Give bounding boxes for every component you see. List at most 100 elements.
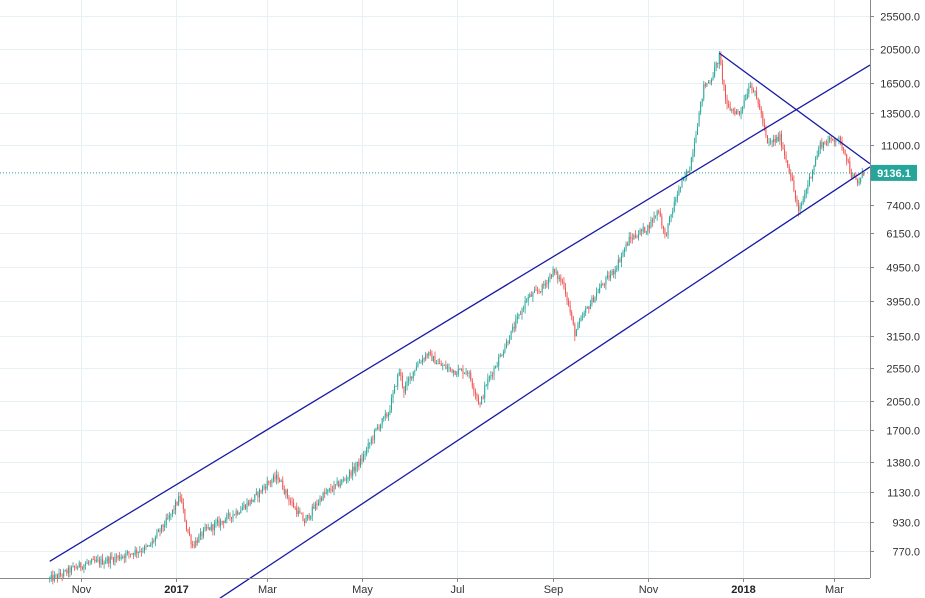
candle-body xyxy=(490,374,492,377)
candle-body xyxy=(776,136,778,142)
candle-body xyxy=(409,376,411,380)
candle-body xyxy=(777,136,779,141)
candle-body xyxy=(322,492,324,501)
candle-body xyxy=(810,176,812,178)
candle-body xyxy=(627,243,629,246)
candle-body xyxy=(785,155,787,161)
candle-body xyxy=(574,324,576,337)
candle-body xyxy=(597,292,599,294)
candle-body xyxy=(440,363,442,366)
candle-body xyxy=(111,556,113,559)
candle-body xyxy=(745,98,747,101)
candle-body xyxy=(370,438,372,443)
y-tick-label: 3150.0 xyxy=(886,332,920,344)
candle-body xyxy=(338,481,340,487)
trendline-descending-resistance xyxy=(718,52,871,165)
candle-body xyxy=(754,91,756,93)
candle-body xyxy=(712,76,714,81)
candle-body xyxy=(60,572,62,576)
candle-body xyxy=(454,370,456,375)
candle-body xyxy=(582,317,584,318)
candle-body xyxy=(751,85,753,90)
candle-body xyxy=(568,300,570,306)
candle-body xyxy=(403,386,405,393)
candle-body xyxy=(709,81,711,83)
candle-body xyxy=(770,141,772,143)
candle-body xyxy=(603,284,605,286)
candle-body xyxy=(304,520,305,524)
candle-body xyxy=(328,488,330,490)
candle-body xyxy=(422,358,424,363)
candle-body xyxy=(512,326,514,331)
candle-body xyxy=(265,486,267,489)
trendlines xyxy=(49,52,871,598)
candle-body xyxy=(793,180,795,191)
candle-body xyxy=(50,574,52,579)
candle-body xyxy=(759,103,761,110)
candle-body xyxy=(319,497,321,503)
candle-body xyxy=(585,308,587,313)
candle-body xyxy=(481,397,483,404)
candle-body xyxy=(813,165,815,171)
candle-body xyxy=(153,540,155,542)
candle-body xyxy=(61,575,63,577)
candle-body xyxy=(263,486,265,488)
candle-body xyxy=(220,520,222,526)
candle-body xyxy=(442,365,444,367)
candle-body xyxy=(70,567,72,573)
candle-body xyxy=(436,363,438,365)
candle-body xyxy=(515,319,517,329)
candle-body xyxy=(429,352,431,354)
candle-body xyxy=(749,85,751,88)
candle-body xyxy=(130,553,131,555)
candle-body xyxy=(782,146,784,150)
candle-body xyxy=(639,230,641,235)
candle-body xyxy=(510,330,512,340)
candle-body xyxy=(844,149,846,155)
candle-body xyxy=(359,458,361,467)
candle-body xyxy=(316,503,318,505)
candle-body xyxy=(411,376,413,379)
candle-body xyxy=(799,206,801,212)
candle-body xyxy=(714,66,716,77)
candle-body xyxy=(56,574,58,579)
candle-body xyxy=(606,275,608,278)
candle-body xyxy=(276,474,278,480)
candle-body xyxy=(756,91,758,98)
candle-body xyxy=(181,497,183,503)
candle-body xyxy=(484,385,486,398)
candle-body xyxy=(620,255,622,262)
candle-body xyxy=(199,532,201,536)
candle-body xyxy=(672,211,674,215)
candle-body xyxy=(704,84,706,87)
candle-body xyxy=(372,438,374,440)
x-axis[interactable]: Nov 2017 Mar May Jul Sep Nov 2018 Mar xyxy=(72,578,845,596)
candle-body xyxy=(488,376,490,379)
candle-body xyxy=(443,365,445,366)
candle-body xyxy=(366,448,368,455)
candle-body xyxy=(395,386,397,387)
candle-body xyxy=(765,127,767,136)
last-price-label: 9136.1 xyxy=(877,168,911,180)
candle-body xyxy=(406,380,408,386)
candle-body xyxy=(137,551,139,554)
candle-body xyxy=(192,544,194,546)
candle-body xyxy=(91,559,93,562)
candle-body xyxy=(383,416,385,419)
candle-body xyxy=(55,574,57,576)
candle-body xyxy=(297,510,299,515)
candle-body xyxy=(324,492,326,494)
candle-body xyxy=(832,138,834,141)
y-tick-label: 3950.0 xyxy=(886,297,920,309)
candle-body xyxy=(491,374,493,376)
candle-body xyxy=(193,545,195,547)
y-tick-label: 770.0 xyxy=(892,547,920,559)
candle-body xyxy=(572,317,574,325)
candle-body xyxy=(723,79,725,86)
candle-body xyxy=(277,474,279,480)
candle-body xyxy=(655,215,657,217)
y-axis[interactable]: 770.0 930.0 1130.0 1380.0 1700.0 2050.0 2550.0… xyxy=(870,12,920,559)
candle-body xyxy=(119,555,121,559)
candle-body xyxy=(78,562,80,568)
